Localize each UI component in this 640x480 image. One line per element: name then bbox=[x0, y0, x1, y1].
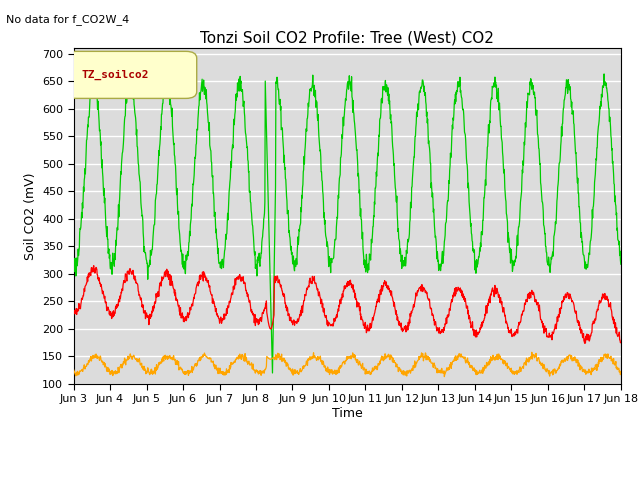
FancyBboxPatch shape bbox=[65, 51, 196, 98]
Y-axis label: Soil CO2 (mV): Soil CO2 (mV) bbox=[24, 172, 36, 260]
Text: No data for f_CO2W_4: No data for f_CO2W_4 bbox=[6, 14, 130, 25]
X-axis label: Time: Time bbox=[332, 407, 363, 420]
Title: Tonzi Soil CO2 Profile: Tree (West) CO2: Tonzi Soil CO2 Profile: Tree (West) CO2 bbox=[200, 30, 494, 46]
Text: TZ_soilco2: TZ_soilco2 bbox=[82, 70, 149, 80]
